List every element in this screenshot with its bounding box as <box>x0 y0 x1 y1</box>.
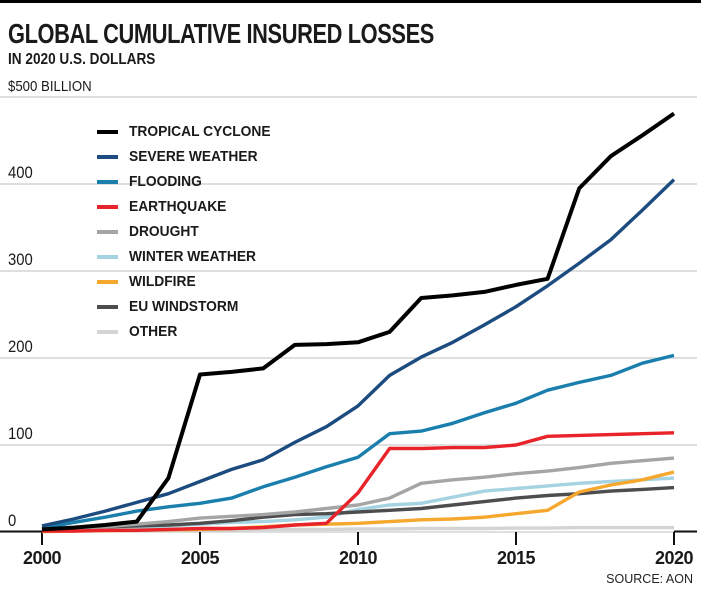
x-axis-label-2000: 2000 <box>22 548 62 568</box>
series-line-severe-weather <box>41 178 676 528</box>
legend-swatch-eu-windstorm <box>97 304 118 309</box>
series-line-tropical-cyclone <box>41 111 676 532</box>
legend-item-eu-windstorm: EU WINDSTORM <box>97 294 248 319</box>
legend-swatch-tropical-cyclone <box>97 129 118 134</box>
legend-item-severe-weather: SEVERE WEATHER <box>97 144 269 169</box>
legend-swatch-flooding <box>97 179 118 184</box>
legend-label-tropical-cyclone: TROPICAL CYCLONE <box>129 123 271 140</box>
legend-item-flooding: FLOODING <box>97 169 208 194</box>
series-line-drought <box>41 456 675 533</box>
top-border <box>0 0 701 3</box>
legend-label-drought: DROUGHT <box>129 223 199 240</box>
legend-swatch-wildfire <box>97 279 118 284</box>
y-axis-unit-label: $500 BILLION <box>8 78 92 95</box>
y-axis-label-0: 0 <box>8 512 17 530</box>
legend-item-drought: DROUGHT <box>97 219 205 244</box>
series-line-earthquake <box>42 431 675 533</box>
legend-item-tropical-cyclone: TROPICAL CYCLONE <box>97 119 283 144</box>
legend-label-eu-windstorm: EU WINDSTORM <box>129 298 239 315</box>
legend-item-other: OTHER <box>97 319 182 344</box>
legend-label-severe-weather: SEVERE WEATHER <box>129 148 258 165</box>
y-axis-label-300: 300 <box>8 251 33 269</box>
legend-item-winter-weather: WINTER WEATHER <box>97 244 267 269</box>
legend-label-other: OTHER <box>129 323 178 340</box>
x-axis-label-2020: 2020 <box>654 548 694 568</box>
source-credit: SOURCE: AON <box>606 572 693 586</box>
chart-title: GLOBAL CUMULATIVE INSURED LOSSES <box>8 18 434 49</box>
legend-swatch-drought <box>97 229 118 234</box>
legend-label-wildfire: WILDFIRE <box>129 273 196 290</box>
y-axis-label-200: 200 <box>8 338 33 356</box>
x-axis-label-2005: 2005 <box>180 548 220 568</box>
legend-item-wildfire: WILDFIRE <box>97 269 202 294</box>
y-axis-label-400: 400 <box>8 164 33 182</box>
legend-swatch-winter-weather <box>97 254 118 259</box>
legend-label-winter-weather: WINTER WEATHER <box>129 248 257 265</box>
legend-swatch-earthquake <box>97 204 118 209</box>
x-axis-label-2015: 2015 <box>496 548 536 568</box>
chart-subtitle: IN 2020 U.S. DOLLARS <box>8 51 156 68</box>
legend-swatch-severe-weather <box>97 154 118 159</box>
legend-label-earthquake: EARTHQUAKE <box>129 198 227 215</box>
legend-swatch-other <box>97 329 118 334</box>
series-line-eu-windstorm <box>41 485 675 532</box>
y-axis-label-100: 100 <box>8 425 33 443</box>
legend-item-earthquake: EARTHQUAKE <box>97 194 235 219</box>
legend-label-flooding: FLOODING <box>129 173 202 190</box>
x-axis-label-2010: 2010 <box>338 548 378 568</box>
